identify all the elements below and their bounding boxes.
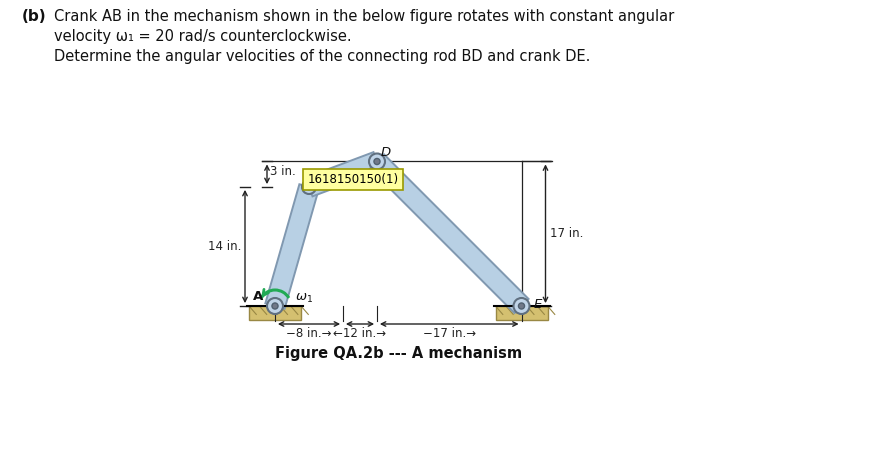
Text: ←12 in.→: ←12 in.→ (333, 327, 387, 340)
Polygon shape (370, 154, 528, 313)
Text: B: B (312, 171, 321, 184)
Circle shape (302, 180, 316, 194)
Text: E: E (534, 297, 542, 311)
Text: Determine the angular velocities of the connecting rod BD and crank DE.: Determine the angular velocities of the … (54, 49, 591, 64)
Text: 3 in.: 3 in. (270, 165, 296, 178)
Circle shape (514, 298, 529, 314)
Text: Figure QA.2b --- A mechanism: Figure QA.2b --- A mechanism (275, 346, 522, 361)
Bar (249, 306, 301, 320)
Text: 1618150150(1): 1618150150(1) (307, 173, 399, 186)
Polygon shape (265, 184, 318, 309)
Circle shape (519, 303, 524, 309)
Text: D: D (381, 146, 391, 159)
Text: −8 in.→: −8 in.→ (286, 327, 332, 340)
Text: 14 in.: 14 in. (207, 240, 241, 253)
Circle shape (369, 154, 385, 170)
Text: 17 in.: 17 in. (550, 227, 584, 240)
Text: −17 in.→: −17 in.→ (423, 327, 476, 340)
Polygon shape (305, 152, 381, 196)
Circle shape (267, 298, 283, 314)
Text: (b): (b) (22, 9, 46, 24)
Text: Crank AB in the mechanism shown in the below figure rotates with constant angula: Crank AB in the mechanism shown in the b… (54, 9, 675, 24)
Text: $\omega_1$: $\omega_1$ (295, 292, 313, 305)
Text: A: A (253, 290, 263, 303)
Bar (495, 306, 548, 320)
Text: velocity ω₁ = 20 rad/s counterclockwise.: velocity ω₁ = 20 rad/s counterclockwise. (54, 29, 352, 44)
Circle shape (374, 159, 380, 165)
Circle shape (272, 303, 278, 309)
Circle shape (306, 184, 312, 189)
